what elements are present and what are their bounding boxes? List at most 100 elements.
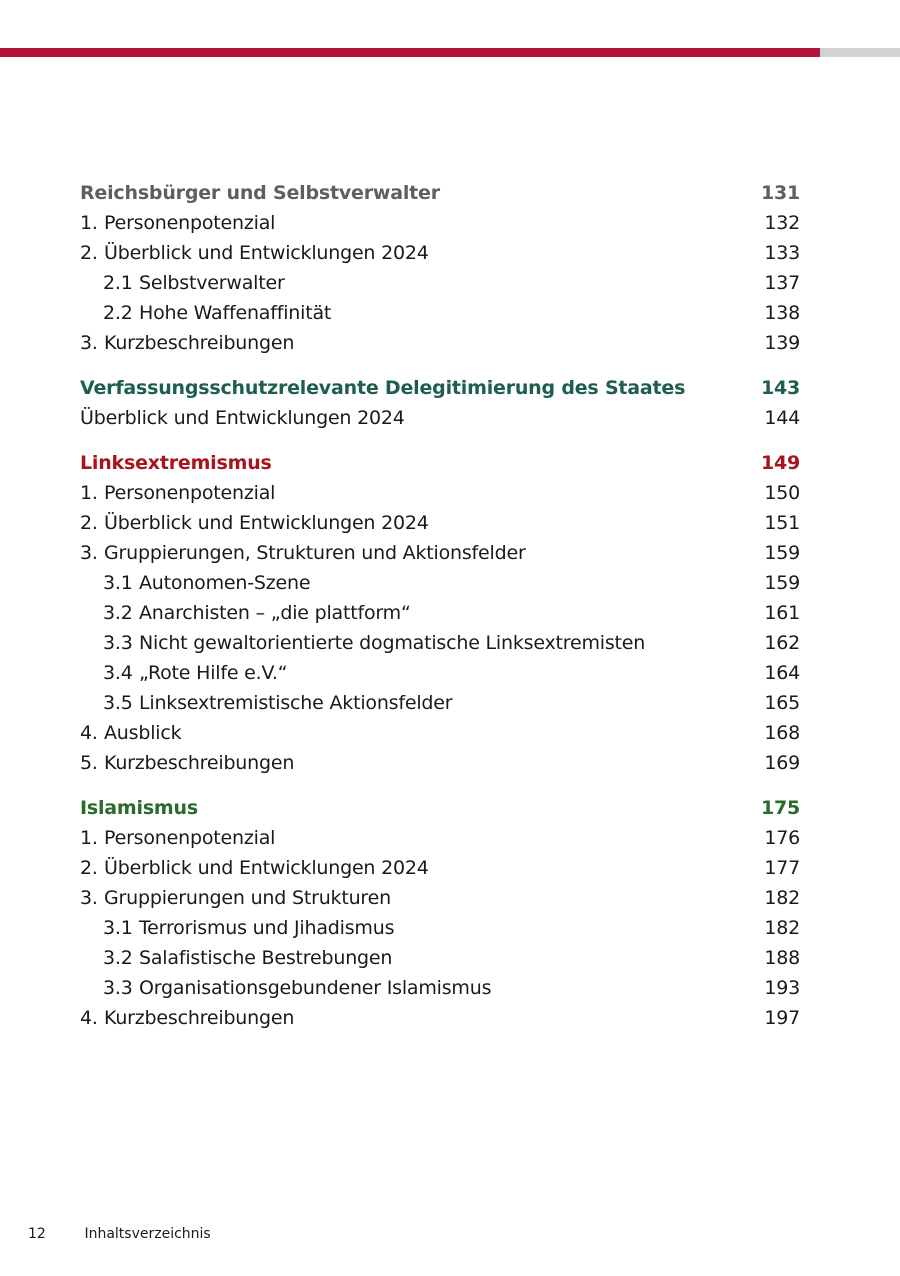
entry-title: Anarchisten – „die plattform“ bbox=[139, 602, 411, 624]
section-heading[interactable]: Islamismus 175 bbox=[80, 793, 800, 823]
entry-number: 3. bbox=[80, 332, 98, 354]
entry-page: 182 bbox=[764, 887, 800, 909]
toc-entry[interactable]: 2. Überblick und Entwicklungen 2024 177 bbox=[80, 853, 800, 883]
entry-title: Autonomen-Szene bbox=[139, 572, 311, 594]
entry-number: 2.1 bbox=[103, 272, 133, 294]
entry-page: 144 bbox=[764, 407, 800, 429]
entry-number: 3.2 bbox=[103, 602, 133, 624]
section-heading[interactable]: Linksextremismus 149 bbox=[80, 448, 800, 478]
entry-number: 3. bbox=[80, 542, 98, 564]
entry-page: 159 bbox=[764, 542, 800, 564]
entry-page: 182 bbox=[764, 917, 800, 939]
section-title: Reichsbürger und Selbstverwalter bbox=[80, 182, 440, 204]
toc-section: Reichsbürger und Selbstverwalter 131 1. Per… bbox=[80, 178, 800, 358]
toc-entry[interactable]: 3. Kurzbeschreibungen 139 bbox=[80, 328, 800, 358]
section-page: 175 bbox=[760, 797, 800, 819]
entry-page: 193 bbox=[764, 977, 800, 999]
entry-number: 4. bbox=[80, 1007, 98, 1029]
toc-entry[interactable]: 1. Personenpotenzial 150 bbox=[80, 478, 800, 508]
header-accent-bar bbox=[0, 48, 820, 57]
toc-entry[interactable]: 2.2 Hohe Waffenaffinität 138 bbox=[80, 298, 800, 328]
section-heading[interactable]: Reichsbürger und Selbstverwalter 131 bbox=[80, 178, 800, 208]
entry-title: Ausblick bbox=[104, 722, 182, 744]
toc-section: Islamismus 175 1. Personenpotenzial 176 2. Übe… bbox=[80, 793, 800, 1033]
toc-entry[interactable]: 2.1 Selbstverwalter 137 bbox=[80, 268, 800, 298]
entry-number: 2. bbox=[80, 242, 98, 264]
entry-page: 168 bbox=[764, 722, 800, 744]
toc-entry[interactable]: 3.3 Organisationsgebundener Islamismus 193 bbox=[80, 973, 800, 1003]
entry-number: 1. bbox=[80, 482, 98, 504]
entry-page: 132 bbox=[764, 212, 800, 234]
toc-entry[interactable]: 1. Personenpotenzial 132 bbox=[80, 208, 800, 238]
toc-entry[interactable]: 2. Überblick und Entwicklungen 2024 133 bbox=[80, 238, 800, 268]
section-page: 131 bbox=[760, 182, 800, 204]
entry-number: 2. bbox=[80, 857, 98, 879]
entry-title: Kurzbeschreibungen bbox=[104, 1007, 295, 1029]
entry-title: Linksextremistische Aktionsfelder bbox=[139, 692, 453, 714]
entry-page: 150 bbox=[764, 482, 800, 504]
entry-page: 177 bbox=[764, 857, 800, 879]
entry-number: 4. bbox=[80, 722, 98, 744]
entry-title: Kurzbeschreibungen bbox=[104, 752, 295, 774]
entry-number: 1. bbox=[80, 212, 98, 234]
page-footer: 12 Inhaltsverzeichnis bbox=[28, 1224, 211, 1244]
toc-entry[interactable]: 3. Gruppierungen und Strukturen 182 bbox=[80, 883, 800, 913]
entry-title: Überblick und Entwicklungen 2024 bbox=[104, 242, 429, 264]
entry-title: Personenpotenzial bbox=[104, 482, 276, 504]
entry-page: 197 bbox=[764, 1007, 800, 1029]
entry-page: 138 bbox=[764, 302, 800, 324]
toc-entry[interactable]: 2. Überblick und Entwicklungen 2024 151 bbox=[80, 508, 800, 538]
entry-number: 2. bbox=[80, 512, 98, 534]
toc-entry[interactable]: 5. Kurzbeschreibungen 169 bbox=[80, 748, 800, 778]
page-number: 12 bbox=[28, 1226, 46, 1242]
entry-page: 176 bbox=[764, 827, 800, 849]
entry-number: 1. bbox=[80, 827, 98, 849]
toc-entry[interactable]: 3.2 Salafistische Bestrebungen 188 bbox=[80, 943, 800, 973]
toc-entry[interactable]: 3.3 Nicht gewaltorientierte dogmatische L… bbox=[80, 628, 800, 658]
header-gray-bar bbox=[820, 48, 900, 57]
entry-title: Personenpotenzial bbox=[104, 827, 276, 849]
entry-number: 3.1 bbox=[103, 917, 133, 939]
toc-entry[interactable]: 3.5 Linksextremistische Aktionsfelder 165 bbox=[80, 688, 800, 718]
toc-entry[interactable]: 3.2 Anarchisten – „die plattform“ 161 bbox=[80, 598, 800, 628]
toc-section: Linksextremismus 149 1. Personenpotenzial 15… bbox=[80, 448, 800, 778]
entry-page: 164 bbox=[764, 662, 800, 684]
entry-title: Überblick und Entwicklungen 2024 bbox=[80, 407, 405, 429]
table-of-contents: Reichsbürger und Selbstverwalter 131 1. Per… bbox=[80, 178, 800, 1048]
entry-number: 3.5 bbox=[103, 692, 133, 714]
entry-number: 5. bbox=[80, 752, 98, 774]
entry-title: Personenpotenzial bbox=[104, 212, 276, 234]
entry-title: Nicht gewaltorientierte dogmatische Link… bbox=[139, 632, 646, 654]
entry-title: Gruppierungen, Strukturen und Aktionsfel… bbox=[104, 542, 526, 564]
toc-entry[interactable]: 3.4 „Rote Hilfe e.V.“ 164 bbox=[80, 658, 800, 688]
entry-number: 3.2 bbox=[103, 947, 133, 969]
entry-title: Terrorismus und Jihadismus bbox=[139, 917, 395, 939]
toc-entry[interactable]: 1. Personenpotenzial 176 bbox=[80, 823, 800, 853]
entry-page: 165 bbox=[764, 692, 800, 714]
entry-page: 151 bbox=[764, 512, 800, 534]
entry-page: 169 bbox=[764, 752, 800, 774]
entry-title: Salafistische Bestrebungen bbox=[139, 947, 393, 969]
toc-entry[interactable]: 4. Ausblick 168 bbox=[80, 718, 800, 748]
toc-entry[interactable]: Überblick und Entwicklungen 2024 144 bbox=[80, 403, 800, 433]
entry-number: 2.2 bbox=[103, 302, 133, 324]
footer-label: Inhaltsverzeichnis bbox=[84, 1226, 211, 1242]
toc-entry[interactable]: 4. Kurzbeschreibungen 197 bbox=[80, 1003, 800, 1033]
section-heading[interactable]: Verfassungsschutzrelevante Delegitimieru… bbox=[80, 373, 800, 403]
entry-number: 3.3 bbox=[103, 977, 133, 999]
section-title: Verfassungsschutzrelevante Delegitimieru… bbox=[80, 377, 686, 399]
section-title: Islamismus bbox=[80, 797, 198, 819]
entry-page: 139 bbox=[764, 332, 800, 354]
entry-title: Gruppierungen und Strukturen bbox=[104, 887, 391, 909]
section-title: Linksextremismus bbox=[80, 452, 272, 474]
toc-entry[interactable]: 3.1 Terrorismus und Jihadismus 182 bbox=[80, 913, 800, 943]
entry-title: Selbstverwalter bbox=[139, 272, 285, 294]
entry-page: 162 bbox=[764, 632, 800, 654]
toc-entry[interactable]: 3.1 Autonomen-Szene 159 bbox=[80, 568, 800, 598]
entry-title: Überblick und Entwicklungen 2024 bbox=[104, 512, 429, 534]
entry-number: 3.3 bbox=[103, 632, 133, 654]
entry-title: Organisationsgebundener Islamismus bbox=[139, 977, 492, 999]
toc-entry[interactable]: 3. Gruppierungen, Strukturen und Aktionsf… bbox=[80, 538, 800, 568]
entry-page: 188 bbox=[764, 947, 800, 969]
entry-number: 3. bbox=[80, 887, 98, 909]
